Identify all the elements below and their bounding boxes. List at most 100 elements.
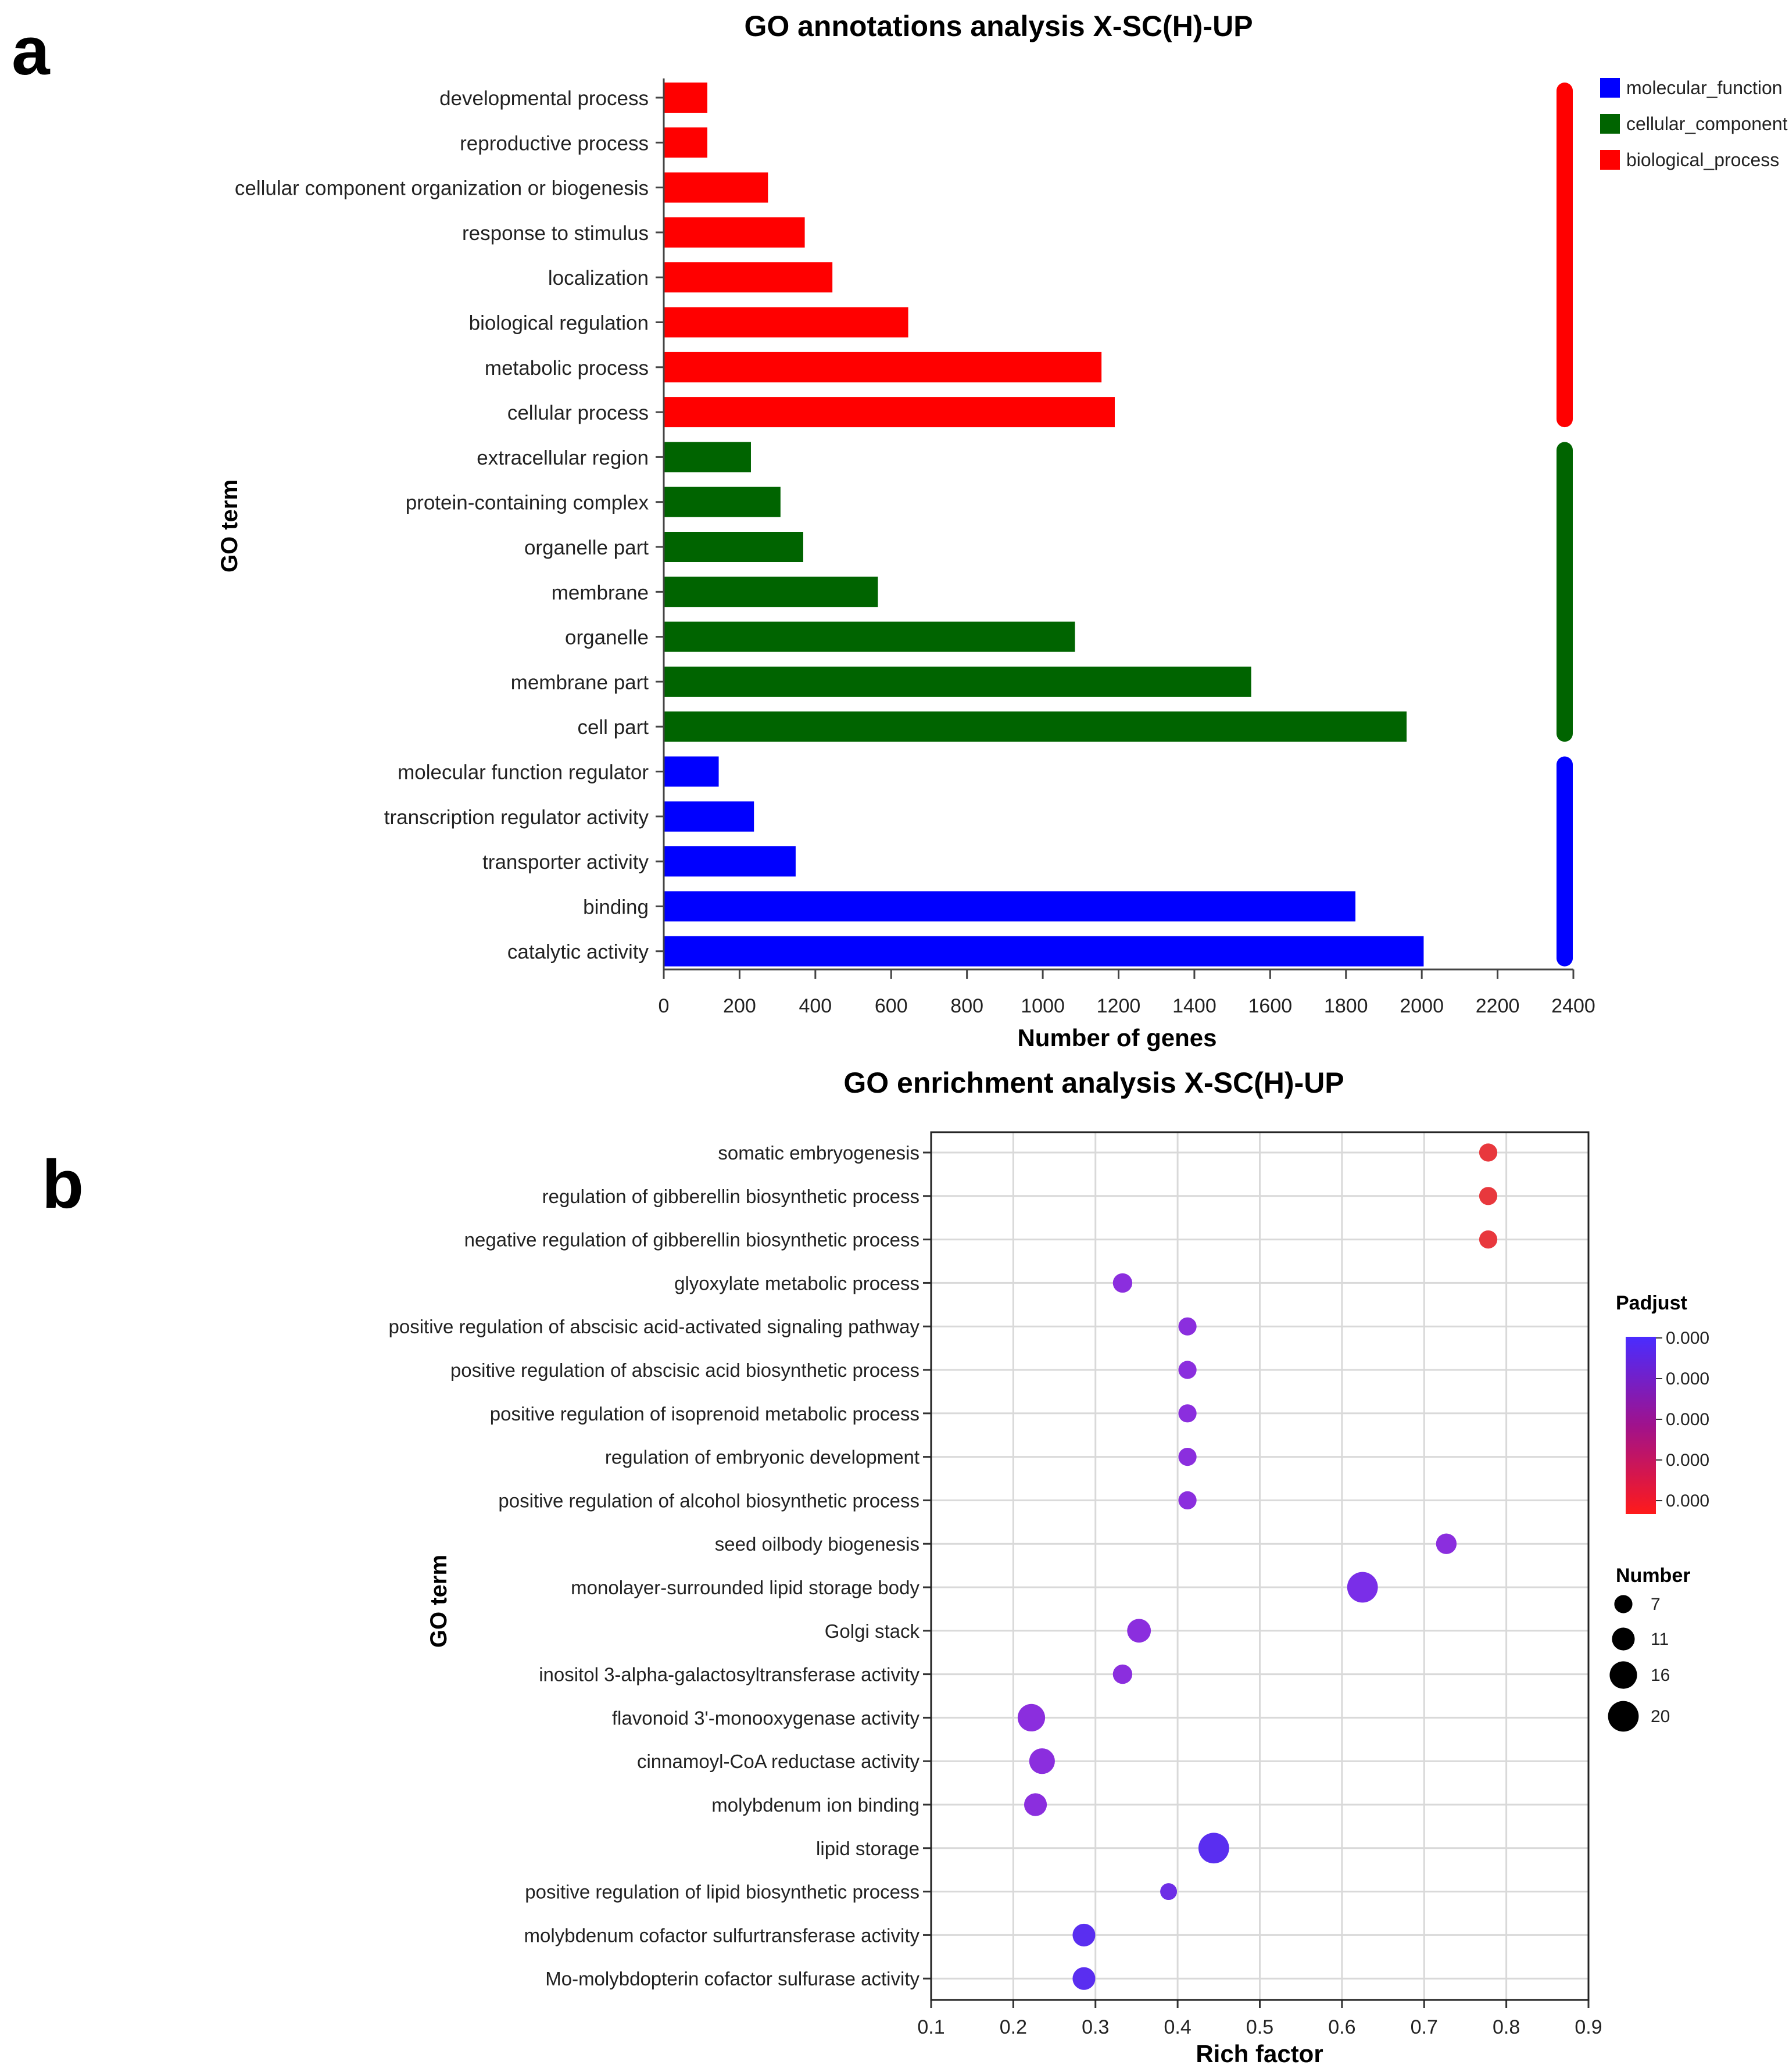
term-label: positive regulation of alcohol biosynthe… [498, 1490, 919, 1511]
term-label: positive regulation of isoprenoid metabo… [490, 1403, 919, 1425]
x-tick-label: 2200 [1476, 995, 1520, 1017]
dot [1479, 1187, 1498, 1205]
bar [664, 442, 751, 473]
x-tick-label: 0.7 [1411, 2016, 1438, 2038]
x-tick-label: 0.9 [1575, 2016, 1602, 2038]
term-label: glyoxylate metabolic process [674, 1272, 919, 1294]
x-tick-label: 0.2 [1000, 2016, 1027, 2038]
chart-b: GO enrichment analysis X-SC(H)-UP GO ter… [388, 1067, 1709, 2067]
legend-swatch [1600, 78, 1620, 98]
bar [664, 801, 754, 832]
dot [1029, 1748, 1055, 1774]
bar [664, 486, 781, 517]
dot [1178, 1447, 1197, 1466]
bar [664, 352, 1102, 382]
term-label: positive regulation of lipid biosyntheti… [525, 1881, 919, 1903]
padjust-label: 0.000 [1666, 1329, 1709, 1348]
bar-label: cellular process [507, 402, 649, 424]
x-tick-label: 0.6 [1328, 2016, 1355, 2038]
x-tick-label: 200 [723, 995, 756, 1017]
panel-a-label: a [12, 13, 51, 90]
term-label: Mo-molybdopterin cofactor sulfurase acti… [545, 1968, 919, 1989]
term-label: monolayer-surrounded lipid storage body [571, 1577, 919, 1598]
bar-label: catalytic activity [507, 941, 649, 964]
chart-a-xlabel: Number of genes [1017, 1024, 1216, 1051]
legend-swatch [1600, 150, 1620, 170]
panel-b-label: b [42, 1146, 84, 1223]
dot [1198, 1833, 1229, 1864]
dot [1178, 1491, 1197, 1510]
bar-label: membrane [552, 581, 649, 604]
bar-label: metabolic process [485, 357, 649, 380]
term-label: regulation of embryonic development [605, 1447, 919, 1468]
dot [1178, 1317, 1197, 1336]
bar-label: transporter activity [482, 851, 649, 874]
legend-label: molecular_function [1626, 77, 1783, 98]
group-bar [1557, 83, 1573, 428]
x-tick-label: 1600 [1248, 995, 1293, 1017]
dot [1479, 1143, 1498, 1162]
number-legend-dot [1608, 1701, 1639, 1732]
term-label: negative regulation of gibberellin biosy… [464, 1229, 919, 1251]
dot [1017, 1704, 1046, 1731]
dot [1436, 1533, 1457, 1554]
bar [664, 397, 1115, 428]
bar-label: organelle part [524, 536, 649, 559]
number-legend-label: 16 [1651, 1666, 1670, 1685]
bar [664, 577, 878, 607]
dot [1072, 1967, 1096, 1990]
x-tick-label: 1800 [1324, 995, 1368, 1017]
chart-b-xlabel: Rich factor [1196, 2040, 1323, 2067]
bar [664, 621, 1075, 652]
x-tick-label: 0 [659, 995, 670, 1017]
bar-label: membrane part [511, 671, 649, 694]
bar [664, 756, 719, 787]
padjust-label: 0.000 [1666, 1491, 1709, 1511]
chart-b-ylabel: GO term [426, 1555, 452, 1648]
x-tick-label: 2400 [1551, 995, 1595, 1017]
bar-label: developmental process [439, 87, 649, 110]
x-tick-label: 2000 [1400, 995, 1444, 1017]
bar [664, 666, 1251, 697]
bar-label: reproductive process [460, 132, 649, 155]
bar [664, 217, 805, 248]
x-tick-label: 0.5 [1246, 2016, 1273, 2038]
term-label: regulation of gibberellin biosynthetic p… [542, 1186, 919, 1207]
x-tick-label: 1000 [1021, 995, 1065, 1017]
padjust-colorbar [1626, 1337, 1656, 1514]
bar-label: biological regulation [469, 312, 649, 335]
bar-label: cell part [577, 716, 649, 739]
term-label: somatic embryogenesis [718, 1142, 919, 1164]
term-label: molybdenum cofactor sulfurtransferase ac… [524, 1924, 920, 1946]
bar [664, 532, 803, 562]
term-label: lipid storage [816, 1838, 919, 1859]
dot [1178, 1361, 1197, 1379]
bar [664, 936, 1424, 967]
chart-a-ylabel: GO term [217, 479, 242, 572]
term-label: inositol 3-alpha-galactosyltransferase a… [539, 1664, 919, 1685]
number-legend-label: 7 [1651, 1595, 1661, 1614]
padjust-label: 0.000 [1666, 1410, 1709, 1429]
padjust-label: 0.000 [1666, 1369, 1709, 1389]
dot [1160, 1883, 1178, 1901]
bar [664, 846, 796, 877]
term-label: positive regulation of abscisic acid bio… [450, 1359, 919, 1381]
bar [664, 262, 833, 293]
dot [1072, 1923, 1096, 1946]
padjust-legend-title: Padjust [1616, 1292, 1687, 1314]
chart-a: GO annotations analysis X-SC(H)-UP GO te… [217, 10, 1788, 1051]
bar [664, 891, 1356, 922]
legend-swatch [1600, 114, 1620, 134]
legend-label: cellular_component [1626, 113, 1788, 134]
legend-label: biological_process [1626, 149, 1779, 170]
bar-label: binding [583, 896, 649, 918]
term-label: cinnamoyl-CoA reductase activity [637, 1751, 920, 1772]
padjust-label: 0.000 [1666, 1451, 1709, 1470]
dot [1347, 1572, 1378, 1603]
group-bar [1557, 756, 1573, 967]
bar [664, 307, 908, 338]
bar [664, 172, 768, 203]
x-tick-label: 600 [875, 995, 908, 1017]
number-legend-label: 20 [1651, 1707, 1670, 1726]
bar [664, 83, 707, 113]
